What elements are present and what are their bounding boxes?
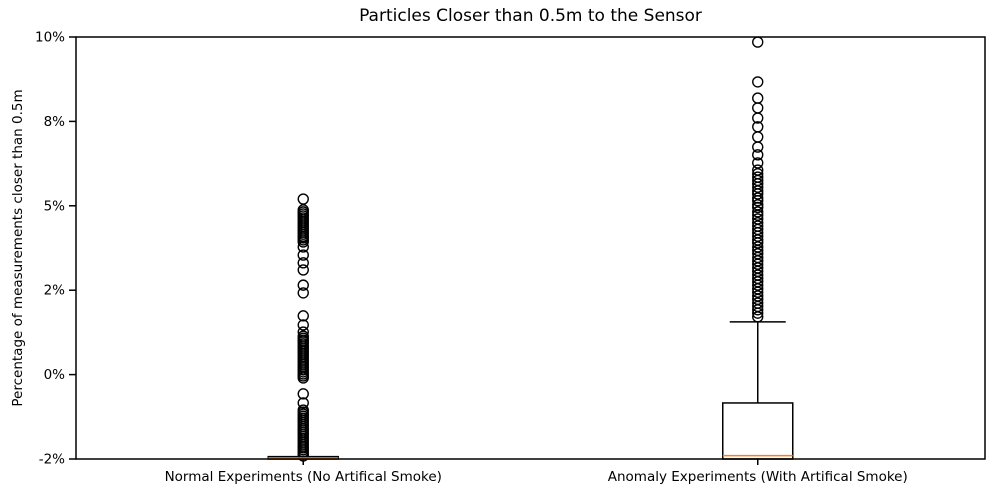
outlier-point	[752, 36, 764, 48]
outlier-point	[752, 195, 764, 207]
outlier-point	[297, 249, 309, 261]
y-tick-label: 10%	[35, 30, 65, 46]
outlier-point	[752, 201, 764, 214]
outlier-point	[297, 388, 309, 400]
outlier-point	[297, 279, 309, 291]
outlier-point	[752, 304, 764, 316]
outlier-point	[297, 241, 309, 253]
outlier-point	[752, 157, 764, 169]
outlier-point	[297, 287, 309, 299]
boxplot-normal	[267, 193, 339, 462]
outlier-point	[297, 372, 309, 384]
outlier-point	[297, 193, 309, 205]
x-category-label: Anomaly Experiments (With Artifical Smok…	[608, 469, 908, 485]
outlier-point	[297, 257, 309, 269]
outlier-points	[297, 193, 309, 462]
y-tick-label: 0%	[44, 367, 66, 383]
outlier-point	[752, 230, 764, 242]
outlier-point	[752, 209, 764, 221]
outlier-point	[752, 258, 764, 270]
outlier-points	[752, 36, 764, 323]
outlier-point	[297, 310, 309, 322]
outlier-point	[752, 102, 764, 114]
y-tick-label: 2%	[44, 283, 66, 299]
x-category-label: Normal Experiments (No Artifical Smoke)	[165, 469, 442, 485]
outlier-point	[752, 279, 764, 291]
outlier-point	[752, 307, 764, 319]
outlier-point	[752, 188, 764, 200]
outlier-point	[297, 319, 309, 331]
outlier-point	[752, 286, 764, 298]
outlier-point	[297, 264, 309, 276]
boxplot-anomaly	[722, 36, 794, 460]
outlier-point	[752, 76, 764, 88]
outlier-point	[297, 236, 309, 248]
outlier-point	[752, 131, 764, 143]
chart-title: Particles Closer than 0.5m to the Sensor	[359, 6, 702, 26]
y-tick-label: -2%	[39, 452, 65, 468]
outlier-point	[752, 112, 764, 124]
outlier-point	[297, 397, 309, 409]
outlier-point	[752, 206, 764, 218]
y-tick-label: 5%	[44, 198, 66, 214]
y-tick-label: 8%	[44, 114, 66, 130]
outlier-point	[752, 181, 764, 193]
outlier-point	[752, 141, 764, 153]
box	[722, 402, 794, 460]
outlier-point	[752, 237, 764, 249]
outlier-point	[752, 92, 764, 104]
outlier-point	[752, 149, 764, 161]
axes-frame	[75, 36, 986, 460]
